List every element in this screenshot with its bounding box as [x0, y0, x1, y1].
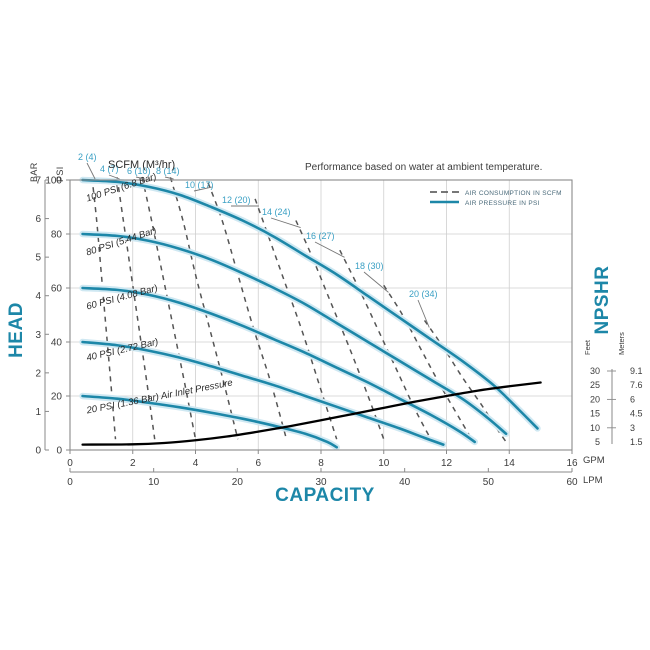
lpm-tick-label: 30	[315, 477, 327, 488]
bar-tick-label: 5	[35, 253, 41, 264]
legend-label-air-consumption: AIR CONSUMPTION IN SCFM	[465, 190, 562, 197]
psi-axis-name: PSI	[55, 166, 65, 182]
performance-note: Performance based on water at ambient te…	[305, 162, 542, 173]
lpm-tick-label: 10	[148, 477, 160, 488]
npshr-curve	[81, 381, 542, 446]
bar-axis-name: BAR	[29, 162, 39, 182]
psi-tick-label: 20	[51, 392, 63, 403]
air-consumption-curve	[141, 177, 197, 440]
npshr-meters-tick: 1.5	[630, 437, 643, 447]
gpm-tick-label: 4	[193, 458, 199, 469]
lpm-unit-label: LPM	[583, 475, 603, 486]
air-pressure-curve	[81, 394, 338, 449]
chart-legend: AIR CONSUMPTION IN SCFM AIR PRESSURE IN …	[430, 190, 562, 207]
scfm-label-leader	[86, 162, 96, 180]
npshr-meters-tick: 3	[630, 423, 635, 433]
npshr-meters-tick: 7.6	[630, 380, 643, 390]
air-pressure-curve	[81, 178, 539, 430]
air-pressure-curve	[81, 286, 477, 444]
scfm-curve-label: 6 (10)	[127, 166, 151, 176]
bar-tick-label: 2	[35, 368, 41, 379]
scfm-header: SCFM (M³/hr)	[108, 159, 175, 171]
psi-tick-label: 100	[45, 176, 62, 187]
npshr-feet-tick: 5	[595, 437, 600, 447]
lpm-tick-label: 0	[67, 477, 73, 488]
npshr-meters-tick: 4.5	[630, 409, 643, 419]
scfm-labels: 2 (4)4 (7) 6 (10) 8 (14) 10 (17) 12 (20) 14 (…	[78, 152, 438, 328]
npshr-meters-tick: 6	[630, 394, 635, 404]
npshr-axis-title: NPSHR	[592, 265, 613, 334]
lpm-tick-label: 40	[399, 477, 411, 488]
air-pressure-curves	[79, 176, 541, 451]
bar-tick-label: 7	[35, 176, 41, 187]
scfm-label-leader	[314, 241, 345, 258]
scfm-curve-label: 4 (7)	[100, 164, 119, 174]
gpm-tick-label: 2	[130, 458, 136, 469]
bar-tick-label: 0	[35, 446, 41, 457]
gpm-tick-label: 16	[566, 458, 578, 469]
gpm-tick-label: 12	[441, 458, 453, 469]
capacity-axis-title: CAPACITY	[275, 485, 375, 506]
meters-unit-label: Meters	[617, 332, 626, 355]
scfm-curve-label: 16 (27)	[306, 231, 335, 241]
air-pressure-curve	[81, 340, 445, 446]
scfm-label-leader	[135, 176, 145, 180]
scfm-label-leader	[270, 217, 301, 229]
gpm-tick-label: 10	[378, 458, 390, 469]
feet-unit-label: Feet	[583, 339, 592, 355]
scfm-curve-label: 10 (17)	[185, 180, 214, 190]
psi-tick-label: 60	[51, 284, 63, 295]
npshr-feet-tick: 20	[590, 394, 600, 404]
gpm-tick-label: 14	[504, 458, 516, 469]
scfm-curve-label: 12 (20)	[222, 195, 251, 205]
gpm-tick-label: 0	[67, 458, 73, 469]
npshr-line	[81, 381, 542, 446]
gpm-tick-label: 6	[255, 458, 261, 469]
air-consumption-curve	[116, 177, 156, 440]
npshr-feet-tick: 30	[590, 366, 600, 376]
npshr-scale: Feet Meters	[583, 332, 626, 355]
psi-tick-label: 40	[51, 338, 63, 349]
psi-tick-label: 0	[56, 446, 62, 457]
lpm-tick-label: 50	[483, 477, 495, 488]
npshr-feet-tick: 10	[590, 423, 600, 433]
scfm-curve-label: 14 (24)	[262, 207, 291, 217]
head-axis-title: HEAD	[6, 302, 27, 358]
npshr-feet-tick: 25	[590, 380, 600, 390]
legend-label-air-pressure: AIR PRESSURE IN PSI	[465, 200, 540, 207]
air-consumption-curve	[383, 284, 473, 440]
scfm-curve-label: 18 (30)	[355, 261, 384, 271]
bar-tick-label: 3	[35, 330, 41, 341]
scfm-label-leader	[108, 174, 120, 180]
npshr-meters-tick: 9.1	[630, 366, 643, 376]
scfm-label-leader	[193, 186, 212, 192]
lpm-tick-label: 20	[232, 477, 244, 488]
scfm-curve-label: 20 (34)	[409, 289, 438, 299]
psi-tick-label: 80	[51, 230, 63, 241]
air-consumption-curve	[169, 177, 239, 440]
air-pressure-curve	[81, 232, 508, 436]
scfm-label-leader	[417, 299, 430, 328]
npshr-feet-tick: 15	[590, 409, 600, 419]
bar-tick-label: 4	[35, 291, 41, 302]
scfm-curve-label: 2 (4)	[78, 152, 97, 162]
scfm-label-leader	[363, 271, 389, 293]
lpm-tick-label: 60	[566, 477, 578, 488]
bar-tick-label: 6	[35, 214, 41, 225]
air-consumption-curve	[91, 177, 117, 440]
scfm-curve-label: 8 (14)	[156, 166, 180, 176]
scfm-label-leader	[164, 176, 174, 180]
gpm-unit-label: GPM	[583, 455, 605, 466]
gpm-tick-label: 8	[318, 458, 324, 469]
bar-tick-label: 1	[35, 407, 41, 418]
